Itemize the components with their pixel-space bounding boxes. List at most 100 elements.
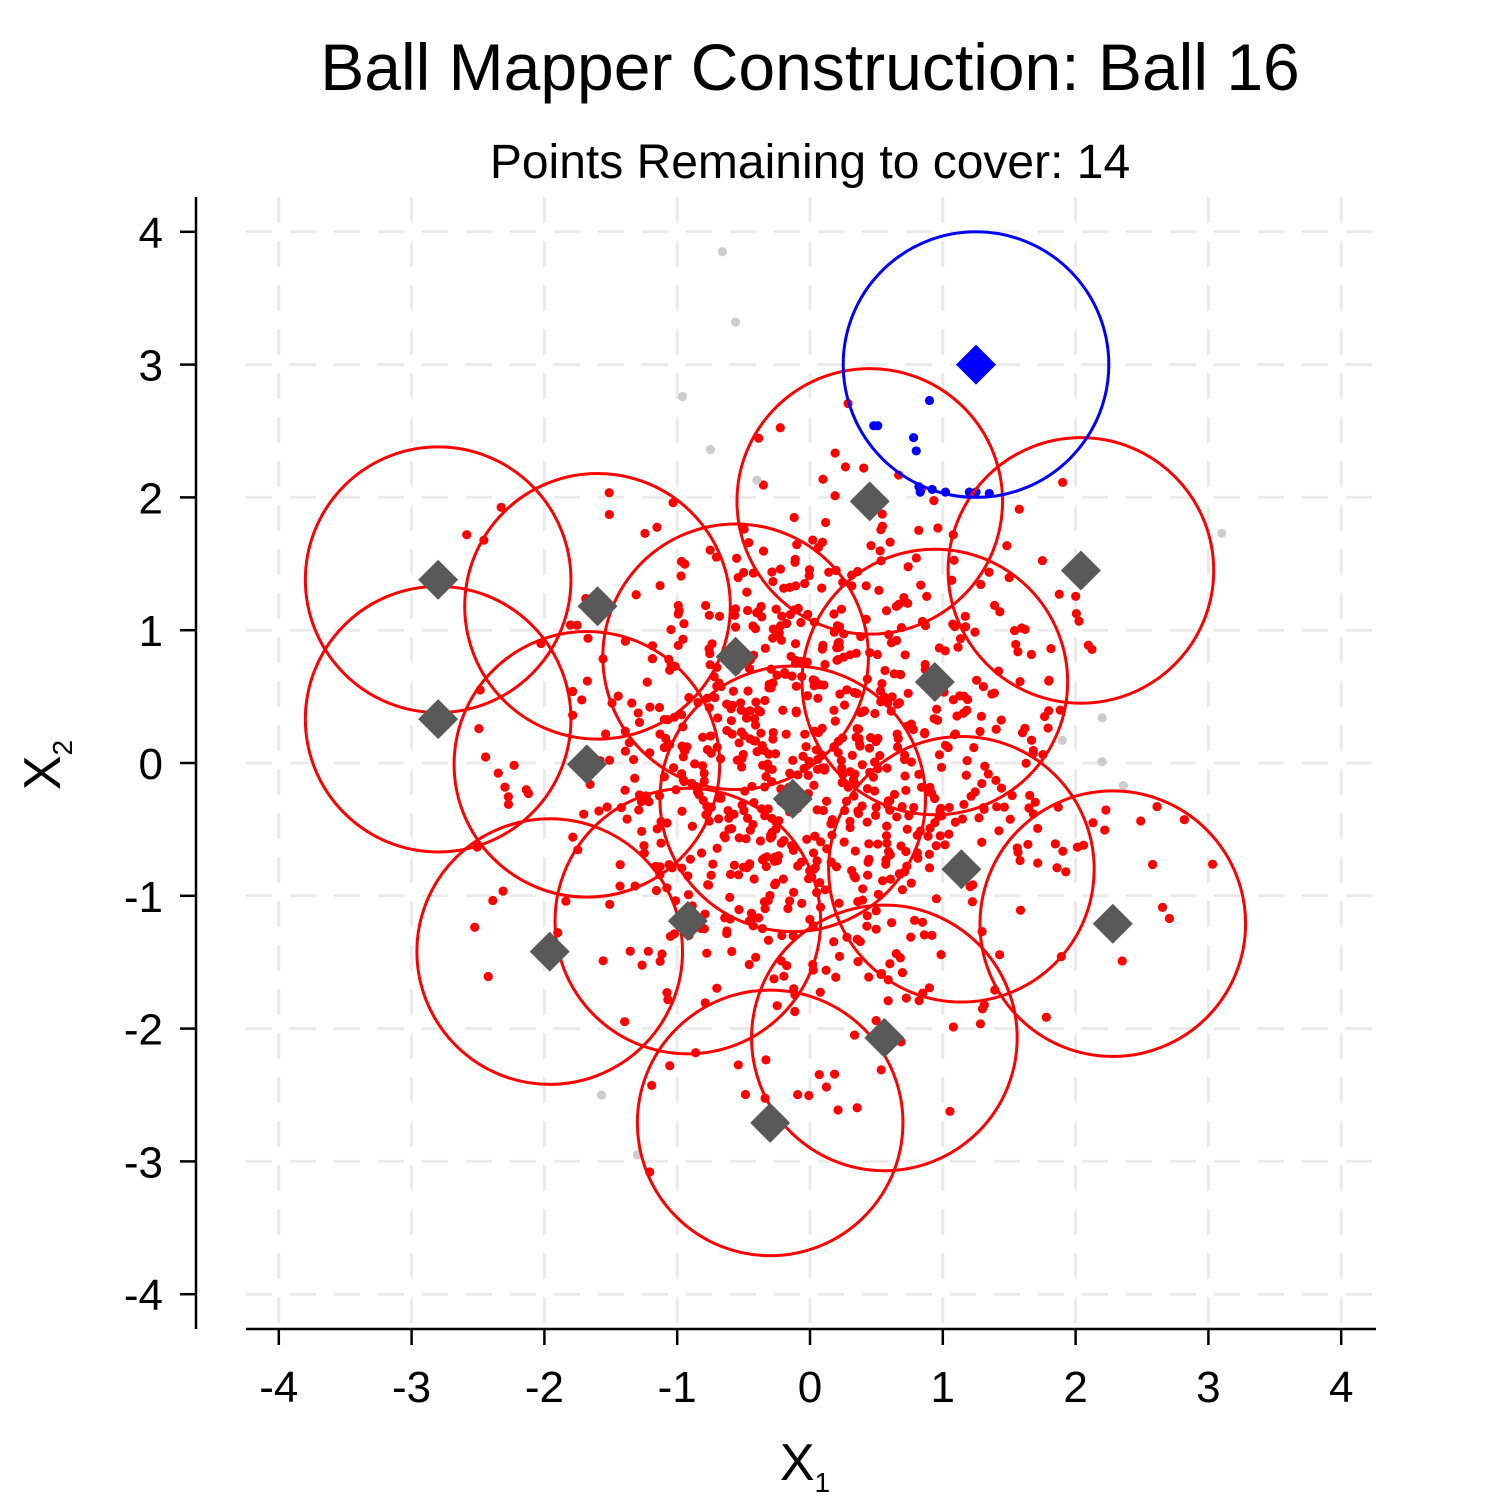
covered-point — [945, 1106, 955, 1116]
covered-point — [714, 611, 725, 621]
covered-point — [931, 841, 941, 851]
covered-point — [774, 628, 784, 638]
covered-point — [633, 708, 643, 718]
covered-point — [722, 699, 732, 709]
covered-point — [944, 802, 954, 813]
covered-point — [792, 540, 802, 550]
covered-point — [1207, 859, 1218, 869]
ball-circle — [800, 547, 1070, 817]
covered-point — [1136, 816, 1146, 826]
covered-point — [853, 896, 863, 907]
covered-point — [725, 892, 735, 902]
covered-point — [604, 755, 615, 765]
covered-point — [924, 849, 934, 859]
covered-point — [760, 695, 770, 706]
covered-point — [714, 814, 724, 824]
covered-point — [859, 463, 869, 473]
covered-point — [652, 522, 662, 532]
covered-point — [763, 935, 774, 945]
covered-point — [568, 686, 578, 697]
covered-point — [850, 873, 860, 883]
covered-point — [950, 817, 960, 827]
covered-point — [969, 742, 979, 753]
covered-point — [819, 765, 830, 775]
covered-point — [815, 878, 825, 888]
covered-point — [975, 1019, 986, 1029]
covered-point — [1041, 1012, 1051, 1022]
covered-point — [662, 818, 672, 828]
covered-point — [975, 726, 985, 737]
ball-circle — [658, 664, 928, 934]
covered-point — [742, 587, 752, 597]
covered-point — [858, 884, 868, 894]
ball-circle — [946, 436, 1216, 705]
covered-point — [702, 948, 712, 958]
covered-point — [835, 689, 845, 699]
covered-point — [885, 959, 895, 969]
covered-point — [820, 659, 830, 670]
covered-point — [852, 688, 862, 699]
covered-point — [697, 761, 708, 771]
covered-point — [810, 676, 820, 686]
uncovered-points — [596, 247, 1227, 1160]
ball-center-marker — [715, 636, 756, 677]
covered-point — [992, 802, 1002, 812]
covered-point — [974, 813, 984, 823]
covered-point — [582, 676, 592, 686]
covered-point — [834, 951, 845, 961]
covered-point — [796, 617, 806, 628]
covered-point — [780, 669, 790, 679]
covered-point — [882, 763, 892, 773]
covered-point — [855, 936, 865, 947]
covered-point — [747, 913, 757, 923]
covered-point — [817, 583, 827, 593]
covered-point — [875, 686, 886, 696]
covered-point — [897, 885, 908, 895]
ball-center-marker — [566, 744, 607, 785]
covered-point — [836, 755, 846, 766]
covered-point — [913, 853, 923, 863]
covered-point — [1071, 591, 1081, 601]
covered-point — [821, 1082, 831, 1092]
covered-point — [906, 878, 916, 888]
covered-point — [960, 611, 970, 621]
ball-circle — [463, 471, 732, 741]
covered-point — [775, 564, 786, 574]
y-tick-label: 1 — [139, 607, 163, 656]
covered-point — [750, 623, 761, 634]
covered-point — [1058, 846, 1068, 856]
covered-point — [708, 859, 718, 869]
covered-point — [891, 948, 901, 959]
covered-point — [791, 681, 801, 691]
ball-center-marker — [849, 481, 890, 522]
covered-point — [931, 894, 942, 904]
covered-point — [642, 677, 652, 687]
covered-point — [749, 736, 759, 746]
covered-point — [1013, 647, 1023, 657]
x-tick-label: 3 — [1196, 1363, 1220, 1412]
covered-point — [808, 535, 818, 545]
covered-point — [732, 755, 742, 765]
covered-point — [936, 762, 947, 772]
covered-point — [902, 824, 912, 834]
covered-point — [932, 704, 942, 714]
covered-point — [640, 528, 650, 539]
ball-circle — [415, 817, 685, 1086]
covered-point — [1164, 913, 1175, 924]
covered-point — [788, 845, 798, 856]
covered-point — [810, 863, 820, 873]
covered-point — [893, 734, 903, 744]
covered-point — [736, 698, 746, 708]
covered-point — [955, 634, 966, 644]
current-ball-center-marker — [956, 344, 996, 385]
covered-point — [1058, 477, 1068, 488]
covered-point — [877, 509, 887, 519]
ball-center-marker — [914, 661, 955, 702]
covered-point — [932, 715, 943, 725]
covered-point — [971, 675, 982, 685]
covered-point — [917, 917, 928, 927]
covered-point — [803, 770, 813, 780]
covered-point — [741, 834, 751, 844]
covered-point — [637, 826, 647, 837]
covered-point — [1074, 616, 1084, 626]
